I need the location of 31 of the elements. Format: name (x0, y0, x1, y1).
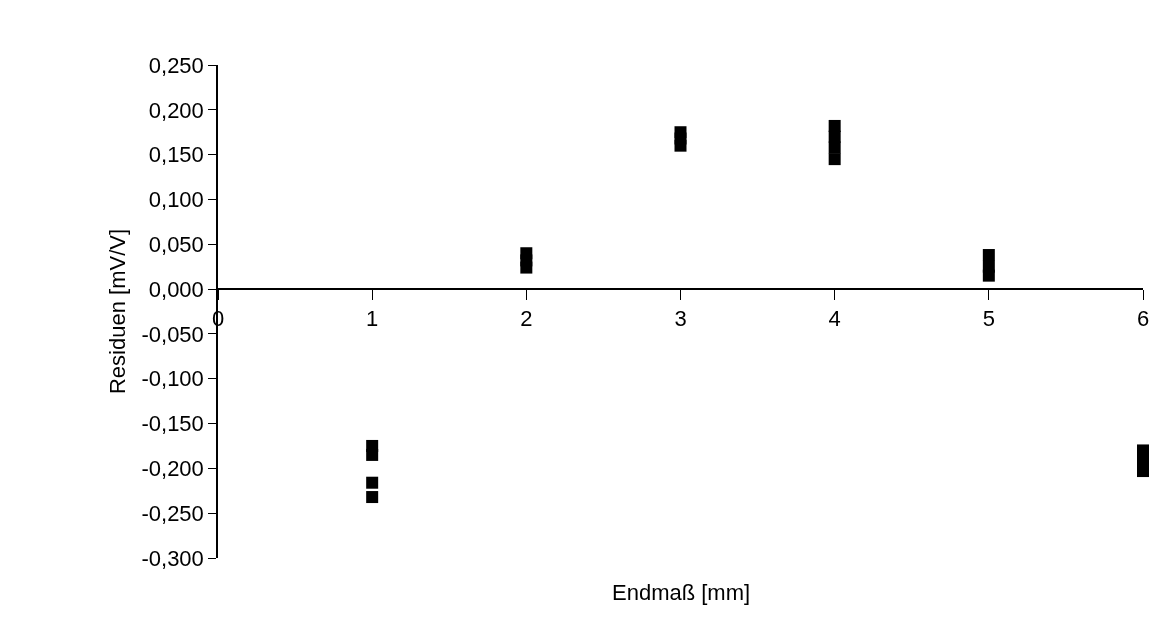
x-axis-title: Endmaß [mm] (612, 580, 751, 605)
x-tick-label: 3 (674, 306, 687, 332)
y-tick-label: 0,000 (148, 276, 204, 302)
point (366, 491, 379, 504)
y-tick-label: -0,200 (141, 456, 204, 482)
x-tick-label: 1 (366, 306, 379, 332)
point (674, 139, 687, 152)
point (366, 476, 379, 489)
y-tick-label: 0,050 (148, 231, 204, 257)
x-tick-label: 6 (1136, 306, 1150, 332)
y-tick-label: -0,100 (141, 366, 204, 392)
y-tick-label: -0,050 (141, 321, 204, 347)
y-tick-label: -0,150 (141, 411, 204, 437)
point (982, 249, 995, 262)
point (1137, 444, 1149, 457)
point (366, 448, 379, 461)
y-tick-label: -0,250 (141, 500, 204, 526)
x-tick-label: 4 (828, 306, 841, 332)
point (982, 269, 995, 282)
y-axis-title: Residuen [mV/V] (104, 228, 130, 395)
point (828, 141, 841, 154)
point (520, 261, 533, 274)
y-tick-label: 0,200 (148, 97, 204, 123)
x-tick-label: 5 (982, 306, 995, 332)
x-tick-label: 2 (520, 306, 533, 332)
y-tick-label: 0,100 (148, 187, 204, 213)
point (828, 119, 841, 132)
point (828, 153, 841, 166)
y-tick-label: 0,250 (148, 52, 204, 78)
y-tick-label: 0,150 (148, 142, 204, 168)
y-tick-label: -0,300 (141, 545, 204, 571)
